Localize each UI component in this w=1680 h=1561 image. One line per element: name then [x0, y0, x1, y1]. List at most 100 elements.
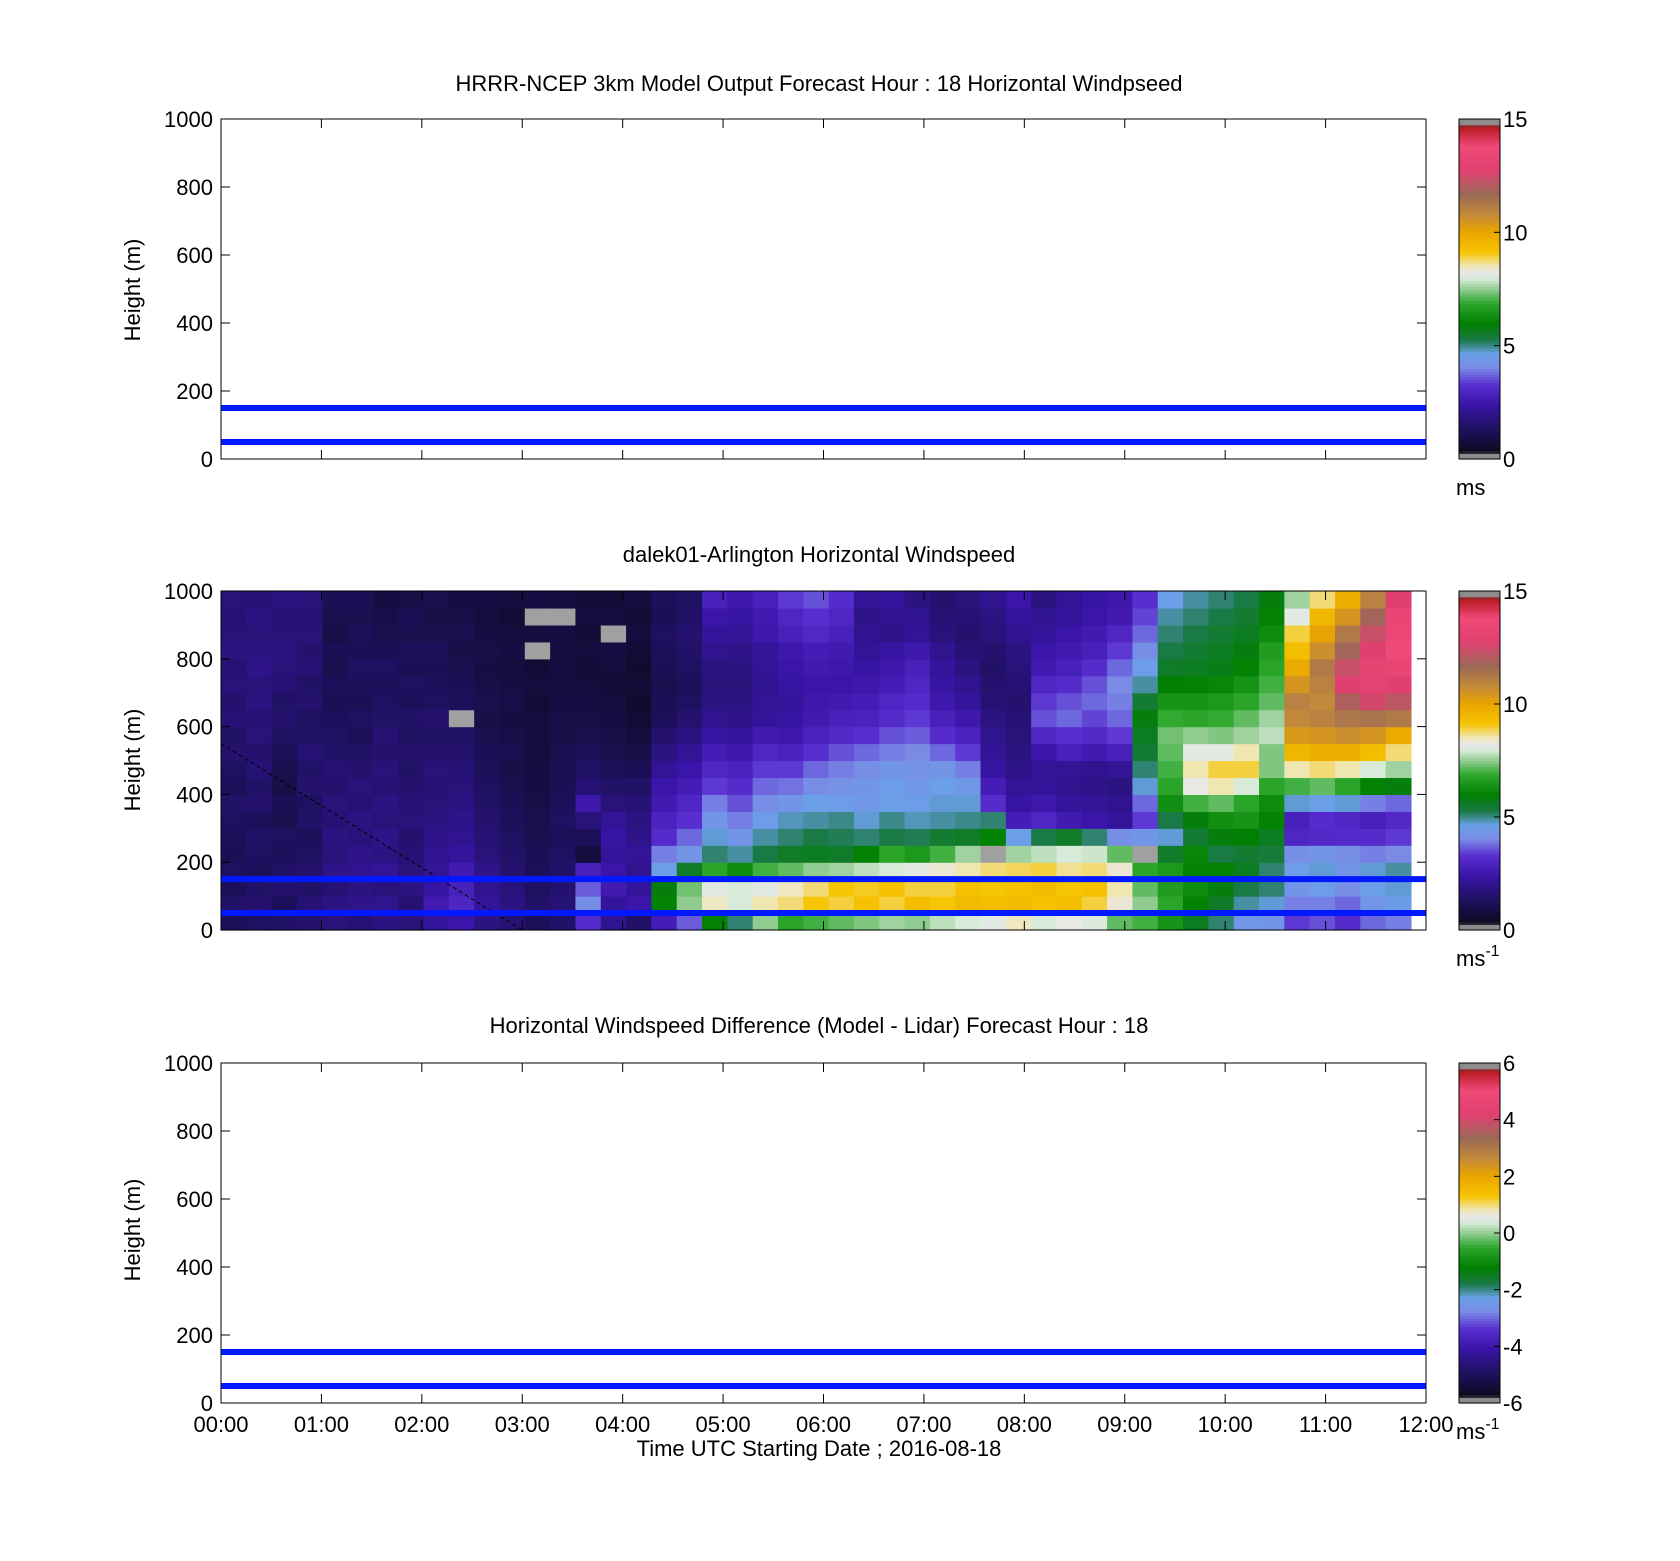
heatmap-cell — [702, 743, 728, 762]
heatmap-cell — [955, 591, 982, 609]
colorbar-segment — [1459, 1162, 1500, 1166]
heatmap-cell — [524, 675, 551, 694]
heatmap-cell — [1334, 709, 1361, 728]
heatmap-cell — [347, 591, 374, 609]
heatmap-cell — [448, 811, 475, 829]
heatmap-cell — [296, 913, 323, 931]
colorbar-segment — [1459, 391, 1500, 395]
colorbar-segment — [1459, 836, 1500, 841]
heatmap-cell — [423, 913, 450, 931]
colorbar-segment — [1459, 133, 1500, 137]
colorbar-segment — [1459, 1077, 1500, 1081]
heatmap-cell — [246, 862, 273, 880]
colorbar-segment — [1459, 362, 1500, 367]
colorbar-segment — [1459, 340, 1500, 344]
heatmap-cell — [499, 591, 526, 609]
heatmap-cell — [1208, 743, 1235, 762]
heatmap-cell — [727, 777, 754, 795]
heatmap-cell — [1208, 794, 1235, 812]
heatmap-cell — [702, 641, 728, 660]
heatmap-cell — [1334, 794, 1361, 812]
heatmap-cell — [1031, 607, 1058, 626]
heatmap-cell — [1005, 794, 1032, 812]
heatmap-cell — [423, 675, 450, 694]
heatmap-cell — [271, 811, 298, 829]
heatmap-cell — [1081, 675, 1108, 694]
heatmap-cell — [904, 828, 931, 846]
heatmap-cell — [1031, 777, 1058, 795]
colorbar-segment — [1459, 385, 1500, 389]
heatmap-cell — [1334, 845, 1361, 863]
heatmap-cell — [1259, 777, 1285, 795]
heatmap-cell — [828, 624, 855, 643]
heatmap-cell — [929, 641, 956, 660]
heatmap-cell — [1309, 641, 1336, 660]
heatmap-cell — [1107, 828, 1134, 846]
heatmap-cell — [828, 675, 855, 694]
colorbar-segment — [1459, 1176, 1500, 1180]
colorbar-segment — [1459, 1201, 1500, 1206]
heatmap-cell — [1107, 913, 1134, 931]
heatmap-cell — [296, 658, 323, 677]
heatmap-cell — [221, 896, 247, 914]
heatmap-cell — [1309, 811, 1336, 829]
colorbar-segment — [1459, 1261, 1500, 1265]
heatmap-cell — [347, 658, 374, 677]
heatmap-cell — [651, 828, 678, 846]
heatmap-cell — [398, 658, 425, 677]
heatmap-cell — [676, 726, 703, 745]
x-tick-label: 10:00 — [1198, 1412, 1253, 1437]
heatmap-cell — [1385, 845, 1412, 863]
heatmap-cell — [853, 709, 880, 728]
colorbar-segment — [1459, 371, 1500, 375]
heatmap-cell — [1284, 811, 1311, 829]
heatmap-cell — [727, 591, 754, 609]
y-tick-label: 0 — [201, 447, 213, 472]
heatmap-cell — [1284, 896, 1311, 914]
colorbar-segment — [1459, 325, 1500, 330]
heatmap-cell — [1360, 692, 1387, 711]
heatmap-cell — [1259, 896, 1285, 914]
heatmap-cell — [550, 658, 577, 677]
heatmap-cell — [347, 675, 374, 694]
colorbar-segment — [1459, 1128, 1500, 1132]
heatmap-cell — [1132, 743, 1159, 762]
heatmap-cell — [524, 726, 551, 745]
heatmap-cell — [246, 743, 273, 762]
colorbar-segment — [1459, 161, 1500, 165]
colorbar-segment — [1459, 181, 1500, 185]
heatmap-cell — [499, 709, 526, 728]
heatmap-cell — [1031, 591, 1058, 609]
heatmap-cell — [1233, 607, 1260, 626]
colorbar-segment — [1459, 226, 1500, 231]
heatmap-cell — [955, 879, 982, 897]
heatmap-cell — [271, 862, 298, 880]
x-tick-label: 08:00 — [997, 1412, 1052, 1437]
heatmap-cell — [828, 862, 855, 880]
heatmap-cell — [1334, 913, 1361, 931]
heatmap-cell — [347, 879, 374, 897]
heatmap-cell — [626, 607, 653, 626]
heatmap-cell — [904, 658, 931, 677]
heatmap-cell — [1233, 845, 1260, 863]
heatmap-cell — [448, 913, 475, 931]
heatmap-cell — [803, 811, 830, 829]
colorbar-segment — [1459, 229, 1500, 233]
x-tick-label: 00:00 — [193, 1412, 248, 1437]
x-tick-label: 03:00 — [495, 1412, 550, 1437]
heatmap-cell — [727, 896, 754, 914]
colorbar-segment — [1459, 732, 1500, 736]
heatmap-cell — [1284, 879, 1311, 897]
colorbar-segment — [1459, 1142, 1500, 1146]
heatmap-cell — [676, 896, 703, 914]
colorbar-segment — [1459, 1377, 1500, 1381]
heatmap-cell — [398, 879, 425, 897]
heatmap-cell — [955, 641, 982, 660]
heatmap-cell — [1259, 811, 1285, 829]
heatmap-cells — [221, 591, 1412, 931]
heatmap-cell — [398, 828, 425, 846]
heatmap-cell — [1132, 709, 1159, 728]
heatmap-cell — [1309, 607, 1336, 626]
heatmap-cell — [1031, 692, 1058, 711]
heatmap-cell — [448, 675, 475, 694]
